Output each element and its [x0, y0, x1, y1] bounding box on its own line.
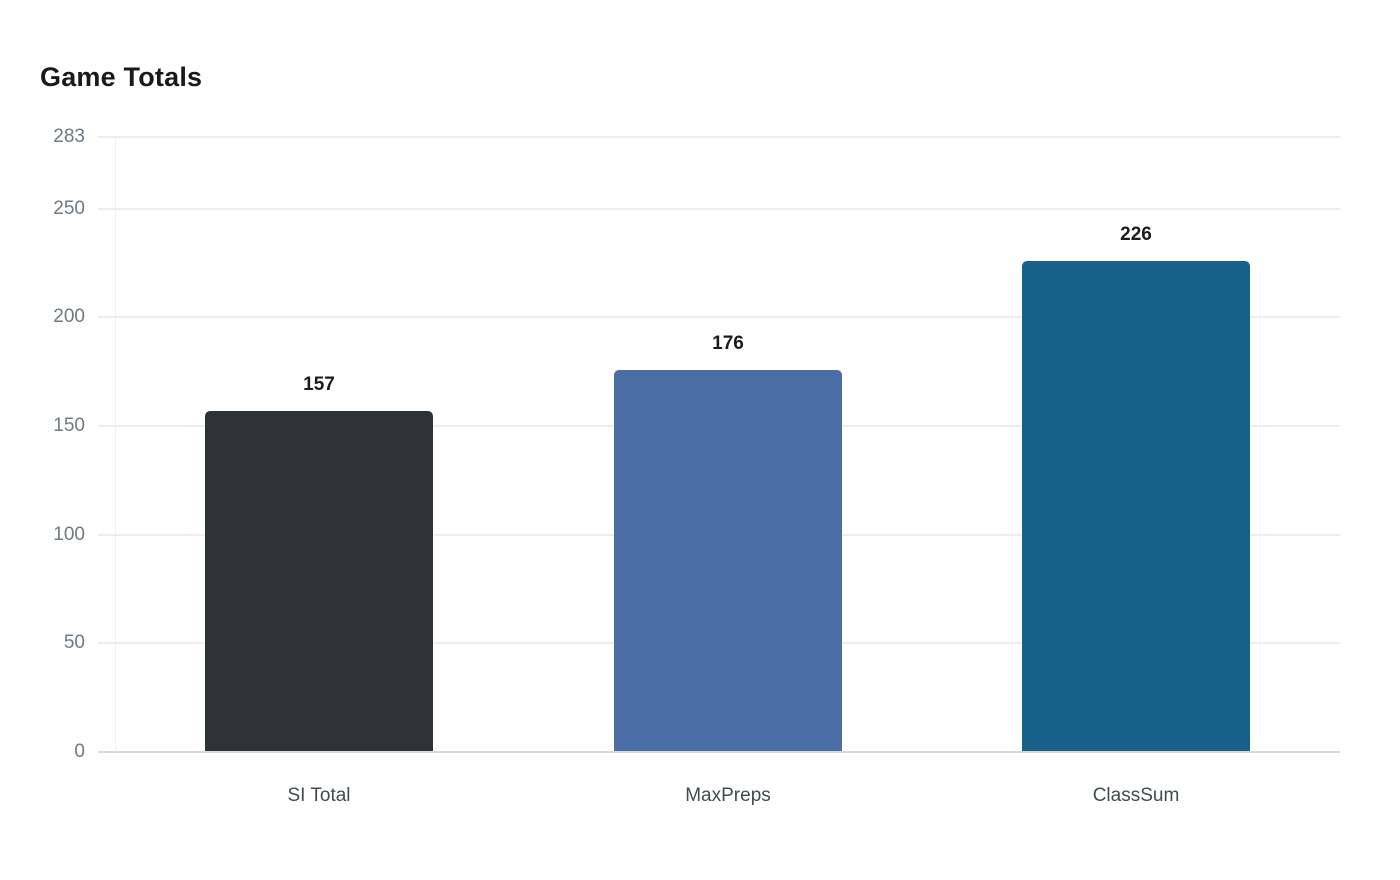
- bar-si-total: [205, 411, 433, 752]
- gridline: [98, 316, 1340, 318]
- y-axis-tick-label: 250: [53, 198, 85, 219]
- gridline: [98, 208, 1340, 210]
- bar-maxpreps: [614, 370, 842, 752]
- bar-value-label: 226: [1120, 224, 1152, 245]
- y-axis-tick-label: 0: [74, 741, 85, 762]
- x-axis-category-label: SI Total: [287, 785, 351, 806]
- y-axis-tick-label: 200: [53, 306, 85, 327]
- x-axis-category-label: ClassSum: [1092, 785, 1180, 806]
- y-axis-line: [115, 137, 116, 752]
- gridline: [98, 136, 1340, 138]
- bar-value-label: 157: [303, 374, 335, 395]
- bar-classsum: [1022, 261, 1250, 752]
- x-axis-line: [98, 751, 1340, 753]
- y-axis-tick-label: 150: [53, 415, 85, 436]
- chart-title: Game Totals: [40, 62, 203, 92]
- y-axis-tick-label: 100: [53, 524, 85, 545]
- y-axis-tick-label: 283: [53, 126, 85, 147]
- y-axis-tick-label: 50: [63, 632, 85, 653]
- x-axis-category-label: MaxPreps: [685, 785, 771, 806]
- bar-value-label: 176: [712, 333, 744, 354]
